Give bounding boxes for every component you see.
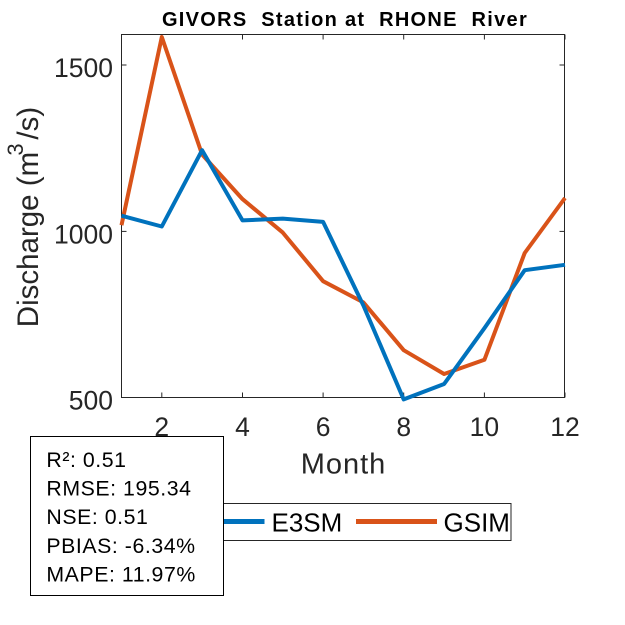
svg-text:4: 4 [235,412,250,442]
svg-text:10: 10 [470,412,499,442]
svg-text:Month: Month [301,448,387,480]
svg-text:R²: 0.51: R²: 0.51 [46,448,126,472]
svg-text:12: 12 [550,412,579,442]
svg-text:E3SM: E3SM [272,508,343,538]
svg-text:NSE: 0.51: NSE: 0.51 [46,505,148,529]
svg-text:MAPE: 11.97%: MAPE: 11.97% [46,563,195,587]
svg-text:1500: 1500 [54,53,113,83]
svg-text:1000: 1000 [54,220,113,250]
svg-text:2: 2 [154,412,169,442]
svg-text:GIVORS Station at RHONE Riv: GIVORS Station at RHONE River [162,9,528,31]
svg-text:6: 6 [316,412,331,442]
svg-text:PBIAS: -6.34%: PBIAS: -6.34% [46,534,195,558]
svg-text:500: 500 [69,386,113,416]
svg-text:8: 8 [396,412,411,442]
svg-text:GSIM: GSIM [444,508,510,538]
svg-text:RMSE: 195.34: RMSE: 195.34 [46,477,191,501]
